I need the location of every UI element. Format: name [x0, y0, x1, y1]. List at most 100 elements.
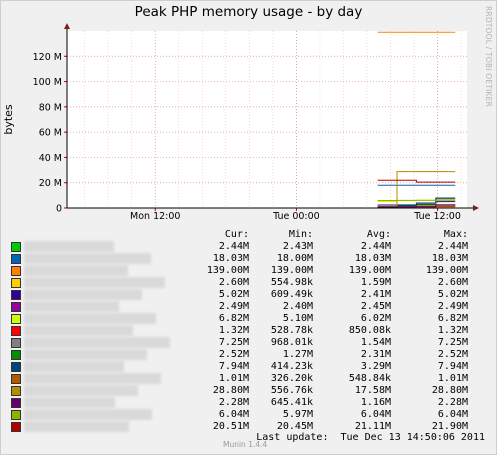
legend-value-avg: 1.16M — [360, 397, 391, 408]
legend-value-min: 968.01k — [270, 337, 313, 348]
legend-value-avg: 2.45M — [360, 301, 391, 312]
legend-value-avg: 548.84k — [348, 373, 391, 384]
legend-series-name-redacted — [24, 337, 170, 348]
legend-value-avg: 1.54M — [360, 337, 391, 348]
legend-value-max: 2.60M — [437, 277, 468, 288]
legend-value-avg: 1.59M — [360, 277, 391, 288]
legend-series-name-redacted — [24, 409, 152, 420]
legend-swatch — [11, 410, 21, 420]
legend-value-min: 609.49k — [270, 289, 313, 300]
legend-swatch — [11, 266, 21, 276]
legend-value-avg: 2.31M — [360, 349, 391, 360]
legend-value-max: 1.32M — [437, 325, 468, 336]
legend-swatch — [11, 278, 21, 288]
legend-series-name-redacted — [24, 241, 114, 252]
legend-value-avg: 18.03M — [354, 253, 391, 264]
y-tick-label: 20 M — [39, 178, 62, 189]
legend-swatch — [11, 422, 21, 432]
legend-swatch — [11, 302, 21, 312]
legend-series-name-redacted — [24, 313, 156, 324]
legend-value-min: 18.00M — [276, 253, 313, 264]
legend-series-name-redacted — [24, 421, 129, 432]
legend-value-cur: 6.82M — [218, 313, 249, 324]
legend-series-name-redacted — [24, 289, 142, 300]
legend-swatch — [11, 314, 21, 324]
legend-value-max: 18.03M — [431, 253, 468, 264]
x-axis-arrow — [473, 205, 479, 211]
y-tick-label: 100 M — [33, 77, 62, 88]
legend-value-cur: 20.51M — [212, 421, 249, 432]
legend-value-max: 139.00M — [425, 265, 468, 276]
y-tick-label: 60 M — [39, 128, 62, 139]
legend-series-name-redacted — [24, 349, 147, 360]
legend-value-avg: 2.41M — [360, 289, 391, 300]
legend-value-cur: 2.60M — [218, 277, 249, 288]
legend-value-max: 1.01M — [437, 373, 468, 384]
legend-swatch — [11, 374, 21, 384]
legend-series-name-redacted — [24, 301, 119, 312]
y-tick-label: 0 — [56, 204, 62, 215]
legend-value-cur: 2.52M — [218, 349, 249, 360]
legend-value-avg: 17.58M — [354, 385, 391, 396]
legend-swatch — [11, 398, 21, 408]
legend-value-cur: 1.32M — [218, 325, 249, 336]
legend-series-name-redacted — [24, 373, 161, 384]
legend-header-max: Max: — [443, 229, 468, 240]
legend-value-avg: 2.44M — [360, 241, 391, 252]
legend-swatch — [11, 362, 21, 372]
legend-value-cur: 2.49M — [218, 301, 249, 312]
legend-value-max: 6.82M — [437, 313, 468, 324]
legend-series-name-redacted — [24, 325, 133, 336]
legend-swatch — [11, 386, 21, 396]
legend-value-avg: 6.02M — [360, 313, 391, 324]
legend-value-min: 554.98k — [270, 277, 313, 288]
chart-plot: Mon 12:00 Tue 00:00 Tue 12:00 0 20 M 40 M 60 M… — [2, 23, 479, 222]
legend-value-max: 2.28M — [437, 397, 468, 408]
legend-series-name-redacted — [24, 277, 165, 288]
legend-value-max: 7.25M — [437, 337, 468, 348]
legend-series-name-redacted — [24, 397, 115, 408]
legend-value-cur: 28.80M — [212, 385, 249, 396]
legend-value-min: 2.40M — [282, 301, 313, 312]
y-tick-label: 120 M — [33, 52, 62, 63]
legend-value-min: 528.78k — [270, 325, 313, 336]
legend-swatch — [11, 254, 21, 264]
legend-value-max: 5.02M — [437, 289, 468, 300]
legend-value-cur: 6.04M — [218, 409, 249, 420]
legend-value-min: 645.41k — [270, 397, 313, 408]
legend-value-max: 2.52M — [437, 349, 468, 360]
legend-value-min: 5.10M — [282, 313, 313, 324]
rrdtool-watermark: RRDTOOL / TOBI OETIKER — [484, 6, 493, 107]
legend-value-avg: 6.04M — [360, 409, 391, 420]
legend-value-cur: 2.28M — [218, 397, 249, 408]
legend-value-min: 556.76k — [270, 385, 313, 396]
x-tick-label: Tue 12:00 — [413, 211, 461, 222]
legend-value-cur: 7.25M — [218, 337, 249, 348]
chart-title: Peak PHP memory usage - by day — [134, 4, 363, 20]
legend-value-min: 2.43M — [282, 241, 313, 252]
y-tick-label: 40 M — [39, 153, 62, 164]
legend-value-max: 2.44M — [437, 241, 468, 252]
legend-series-name-redacted — [24, 361, 124, 372]
munin-version: Munin 1.4.4 — [223, 440, 268, 449]
legend-header-cur: Cur: — [224, 229, 249, 240]
last-update: Last update: Tue Dec 13 14:50:06 2011 — [256, 432, 485, 443]
legend-value-cur: 1.01M — [218, 373, 249, 384]
legend-series-name-redacted — [24, 385, 138, 396]
legend-value-min: 5.97M — [282, 409, 313, 420]
x-tick-label: Mon 12:00 — [130, 211, 180, 222]
legend-value-min: 1.27M — [282, 349, 313, 360]
legend-value-max: 7.94M — [437, 361, 468, 372]
legend-value-max: 2.49M — [437, 301, 468, 312]
legend-value-cur: 139.00M — [206, 265, 249, 276]
legend-value-max: 28.80M — [431, 385, 468, 396]
plot-area — [67, 31, 467, 208]
legend-header-min: Min: — [288, 229, 313, 240]
x-tick-label: Tue 00:00 — [272, 211, 320, 222]
legend-value-avg: 3.29M — [360, 361, 391, 372]
legend-value-max: 6.04M — [437, 409, 468, 420]
legend-value-avg: 850.08k — [348, 325, 391, 336]
legend-value-avg: 139.00M — [348, 265, 391, 276]
legend-value-cur: 2.44M — [218, 241, 249, 252]
legend-value-min: 139.00M — [270, 265, 313, 276]
